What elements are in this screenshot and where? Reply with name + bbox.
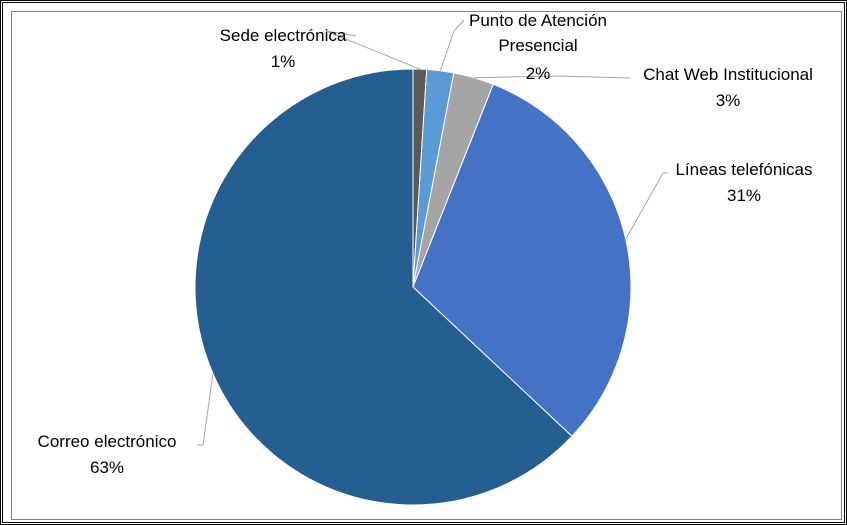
pie-slice-3	[412, 83, 632, 437]
leader-line-1	[439, 19, 465, 71]
leader-line-0	[325, 30, 420, 70]
label-lineas-telefonicas: Líneas telefónicas	[675, 160, 812, 179]
label-chat-web: Chat Web Institucional	[643, 65, 813, 84]
label-sede-electronica: Sede electrónica	[220, 26, 347, 45]
leader-line-4	[197, 373, 214, 446]
pie-slices	[194, 68, 632, 506]
leader-line-2	[473, 75, 631, 79]
label-punto-atencion-line1: Punto de Atención	[469, 11, 607, 30]
label-correo-electronico: Correo electrónico	[38, 432, 177, 451]
leader-line-3	[625, 172, 668, 240]
value-lineas-telefonicas: 31%	[727, 186, 761, 205]
value-punto-atencion: 2%	[526, 64, 551, 83]
chart-area	[11, 11, 842, 520]
leader-lines	[197, 19, 668, 446]
value-chat-web: 3%	[716, 91, 741, 110]
label-punto-atencion-line2: Presencial	[498, 36, 577, 55]
value-sede-electronica: 1%	[271, 52, 296, 71]
pie-slice-4	[194, 68, 573, 506]
value-correo-electronico: 63%	[90, 458, 124, 477]
